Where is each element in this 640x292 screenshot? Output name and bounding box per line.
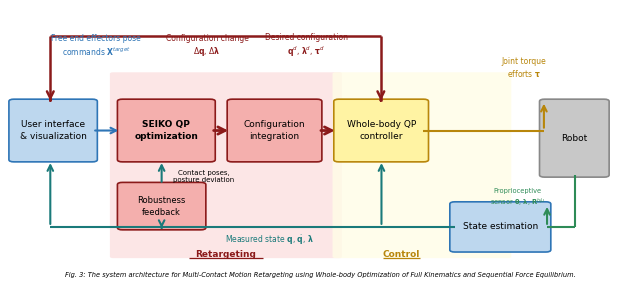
Text: Fig. 3: The system architecture for Multi-Contact Motion Retargeting using Whole: Fig. 3: The system architecture for Mult… (65, 272, 575, 277)
Text: Contact poses,
posture deviation: Contact poses, posture deviation (173, 170, 235, 183)
FancyArrowPatch shape (159, 220, 164, 228)
FancyBboxPatch shape (110, 72, 342, 258)
FancyArrowPatch shape (541, 106, 547, 128)
FancyArrowPatch shape (47, 165, 53, 224)
Text: Free end effectors pose
commands $\mathbf{X}^{target}$: Free end effectors pose commands $\mathb… (51, 34, 141, 58)
FancyArrowPatch shape (544, 209, 550, 224)
Text: SEIKO QP
optimization: SEIKO QP optimization (134, 120, 198, 141)
FancyArrowPatch shape (95, 128, 116, 133)
FancyBboxPatch shape (9, 99, 97, 162)
Text: State estimation: State estimation (463, 223, 538, 232)
Text: User interface
& visualization: User interface & visualization (20, 120, 86, 141)
FancyArrowPatch shape (214, 127, 225, 134)
Text: Retargeting: Retargeting (195, 250, 257, 259)
FancyArrowPatch shape (379, 165, 384, 224)
FancyBboxPatch shape (117, 182, 206, 230)
Text: Measured state $\mathbf{q}$, $\dot{\mathbf{q}}$, $\mathbf{\lambda}$: Measured state $\mathbf{q}$, $\dot{\math… (225, 233, 314, 247)
Text: Desired configuration
$\mathbf{q}^d$, $\mathbf{\lambda}^d$, $\mathbf{\tau}^d$: Desired configuration $\mathbf{q}^d$, $\… (265, 33, 348, 59)
Text: Whole-body QP
controller: Whole-body QP controller (346, 120, 416, 141)
FancyArrowPatch shape (159, 165, 164, 182)
FancyBboxPatch shape (117, 99, 215, 162)
FancyArrowPatch shape (378, 91, 384, 100)
FancyBboxPatch shape (227, 99, 322, 162)
Text: Control: Control (383, 250, 420, 259)
Text: Configuration
integration: Configuration integration (244, 120, 305, 141)
FancyBboxPatch shape (333, 72, 511, 258)
Text: Configuration change
$\Delta\mathbf{q}$, $\Delta\mathbf{\lambda}$: Configuration change $\Delta\mathbf{q}$,… (166, 34, 248, 58)
FancyArrowPatch shape (47, 91, 54, 100)
Text: Proprioceptive
sensor $\mathbf{\theta}$, $\mathbf{\lambda}$, $\mathbf{R}^{b/u}$: Proprioceptive sensor $\mathbf{\theta}$,… (490, 188, 545, 208)
Text: Robot: Robot (561, 134, 588, 143)
FancyBboxPatch shape (540, 99, 609, 177)
FancyArrowPatch shape (321, 127, 332, 134)
FancyBboxPatch shape (450, 202, 551, 252)
FancyBboxPatch shape (334, 99, 429, 162)
Text: Robustness
feedback: Robustness feedback (138, 196, 186, 216)
Text: Joint torque
efforts $\mathbf{\tau}$: Joint torque efforts $\mathbf{\tau}$ (502, 57, 546, 79)
